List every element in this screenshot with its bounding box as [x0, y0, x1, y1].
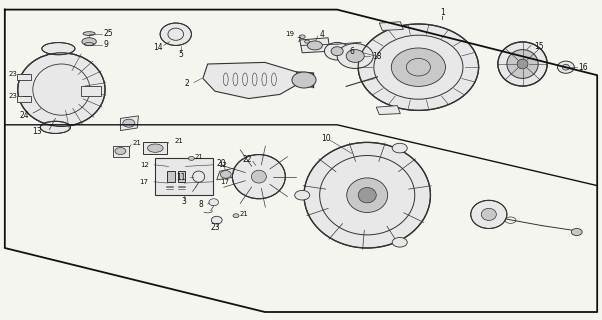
Polygon shape [120, 116, 138, 131]
Ellipse shape [337, 44, 373, 68]
Ellipse shape [115, 148, 126, 155]
Ellipse shape [17, 53, 105, 126]
Text: 17: 17 [220, 179, 229, 185]
Text: 21: 21 [194, 154, 203, 160]
Text: 12: 12 [140, 162, 149, 168]
Ellipse shape [292, 72, 316, 88]
Ellipse shape [346, 50, 364, 62]
Ellipse shape [305, 40, 309, 43]
Polygon shape [217, 168, 235, 180]
Text: 16: 16 [578, 63, 588, 72]
Ellipse shape [331, 47, 343, 56]
Text: 11: 11 [176, 173, 185, 182]
Ellipse shape [160, 23, 191, 45]
Ellipse shape [304, 142, 430, 248]
Polygon shape [17, 74, 31, 80]
Text: 23: 23 [9, 71, 17, 77]
Polygon shape [178, 171, 185, 182]
Ellipse shape [482, 208, 496, 220]
Ellipse shape [299, 35, 305, 39]
Ellipse shape [83, 32, 95, 36]
Text: 6: 6 [349, 47, 354, 56]
Ellipse shape [393, 143, 407, 153]
Text: 19: 19 [285, 31, 294, 37]
Polygon shape [143, 142, 167, 154]
Text: 8: 8 [199, 200, 203, 209]
Ellipse shape [471, 200, 507, 228]
Polygon shape [203, 62, 297, 99]
Text: 21: 21 [240, 212, 248, 217]
Text: 13: 13 [33, 127, 42, 136]
Ellipse shape [42, 43, 75, 55]
Text: 10: 10 [321, 134, 331, 143]
Ellipse shape [211, 216, 222, 224]
Ellipse shape [188, 156, 194, 160]
Ellipse shape [358, 188, 376, 203]
Polygon shape [167, 171, 175, 182]
Ellipse shape [82, 38, 96, 45]
Text: 2: 2 [184, 79, 189, 88]
Ellipse shape [393, 237, 407, 247]
Ellipse shape [307, 41, 322, 50]
Ellipse shape [251, 170, 266, 183]
Text: 20: 20 [217, 159, 226, 168]
Ellipse shape [391, 48, 445, 86]
Ellipse shape [358, 24, 479, 110]
Polygon shape [379, 22, 403, 30]
Ellipse shape [347, 178, 388, 212]
Ellipse shape [220, 171, 231, 178]
Text: 24: 24 [19, 111, 29, 120]
Text: 15: 15 [534, 42, 544, 51]
Ellipse shape [295, 190, 309, 200]
Ellipse shape [232, 155, 285, 199]
Ellipse shape [209, 199, 219, 206]
Ellipse shape [324, 43, 350, 60]
Polygon shape [113, 146, 129, 157]
Ellipse shape [557, 61, 574, 73]
Text: 5: 5 [178, 50, 183, 59]
Text: 22: 22 [242, 155, 252, 164]
Polygon shape [155, 158, 213, 195]
Ellipse shape [517, 59, 528, 69]
Text: 14: 14 [153, 43, 163, 52]
Ellipse shape [571, 228, 582, 236]
Ellipse shape [498, 42, 547, 86]
Ellipse shape [562, 64, 569, 70]
Text: 3: 3 [181, 197, 187, 206]
Text: 23: 23 [9, 93, 17, 99]
Ellipse shape [123, 119, 135, 127]
Polygon shape [17, 96, 31, 102]
Ellipse shape [40, 121, 70, 133]
Text: 1: 1 [440, 8, 445, 17]
Text: 21: 21 [133, 140, 141, 146]
Polygon shape [376, 106, 400, 115]
Ellipse shape [507, 50, 538, 78]
Text: 18: 18 [372, 52, 382, 60]
Ellipse shape [147, 144, 163, 152]
Polygon shape [81, 86, 101, 96]
Text: 7: 7 [297, 37, 301, 43]
Text: 23: 23 [211, 223, 220, 232]
Polygon shape [300, 38, 330, 53]
Ellipse shape [406, 59, 430, 76]
Text: 12: 12 [219, 162, 228, 168]
Ellipse shape [233, 214, 239, 218]
Text: 9: 9 [104, 40, 108, 49]
Text: 25: 25 [104, 29, 113, 38]
Ellipse shape [193, 171, 205, 182]
Text: 4: 4 [320, 30, 324, 39]
Text: 17: 17 [139, 179, 148, 185]
Text: 21: 21 [175, 139, 184, 144]
